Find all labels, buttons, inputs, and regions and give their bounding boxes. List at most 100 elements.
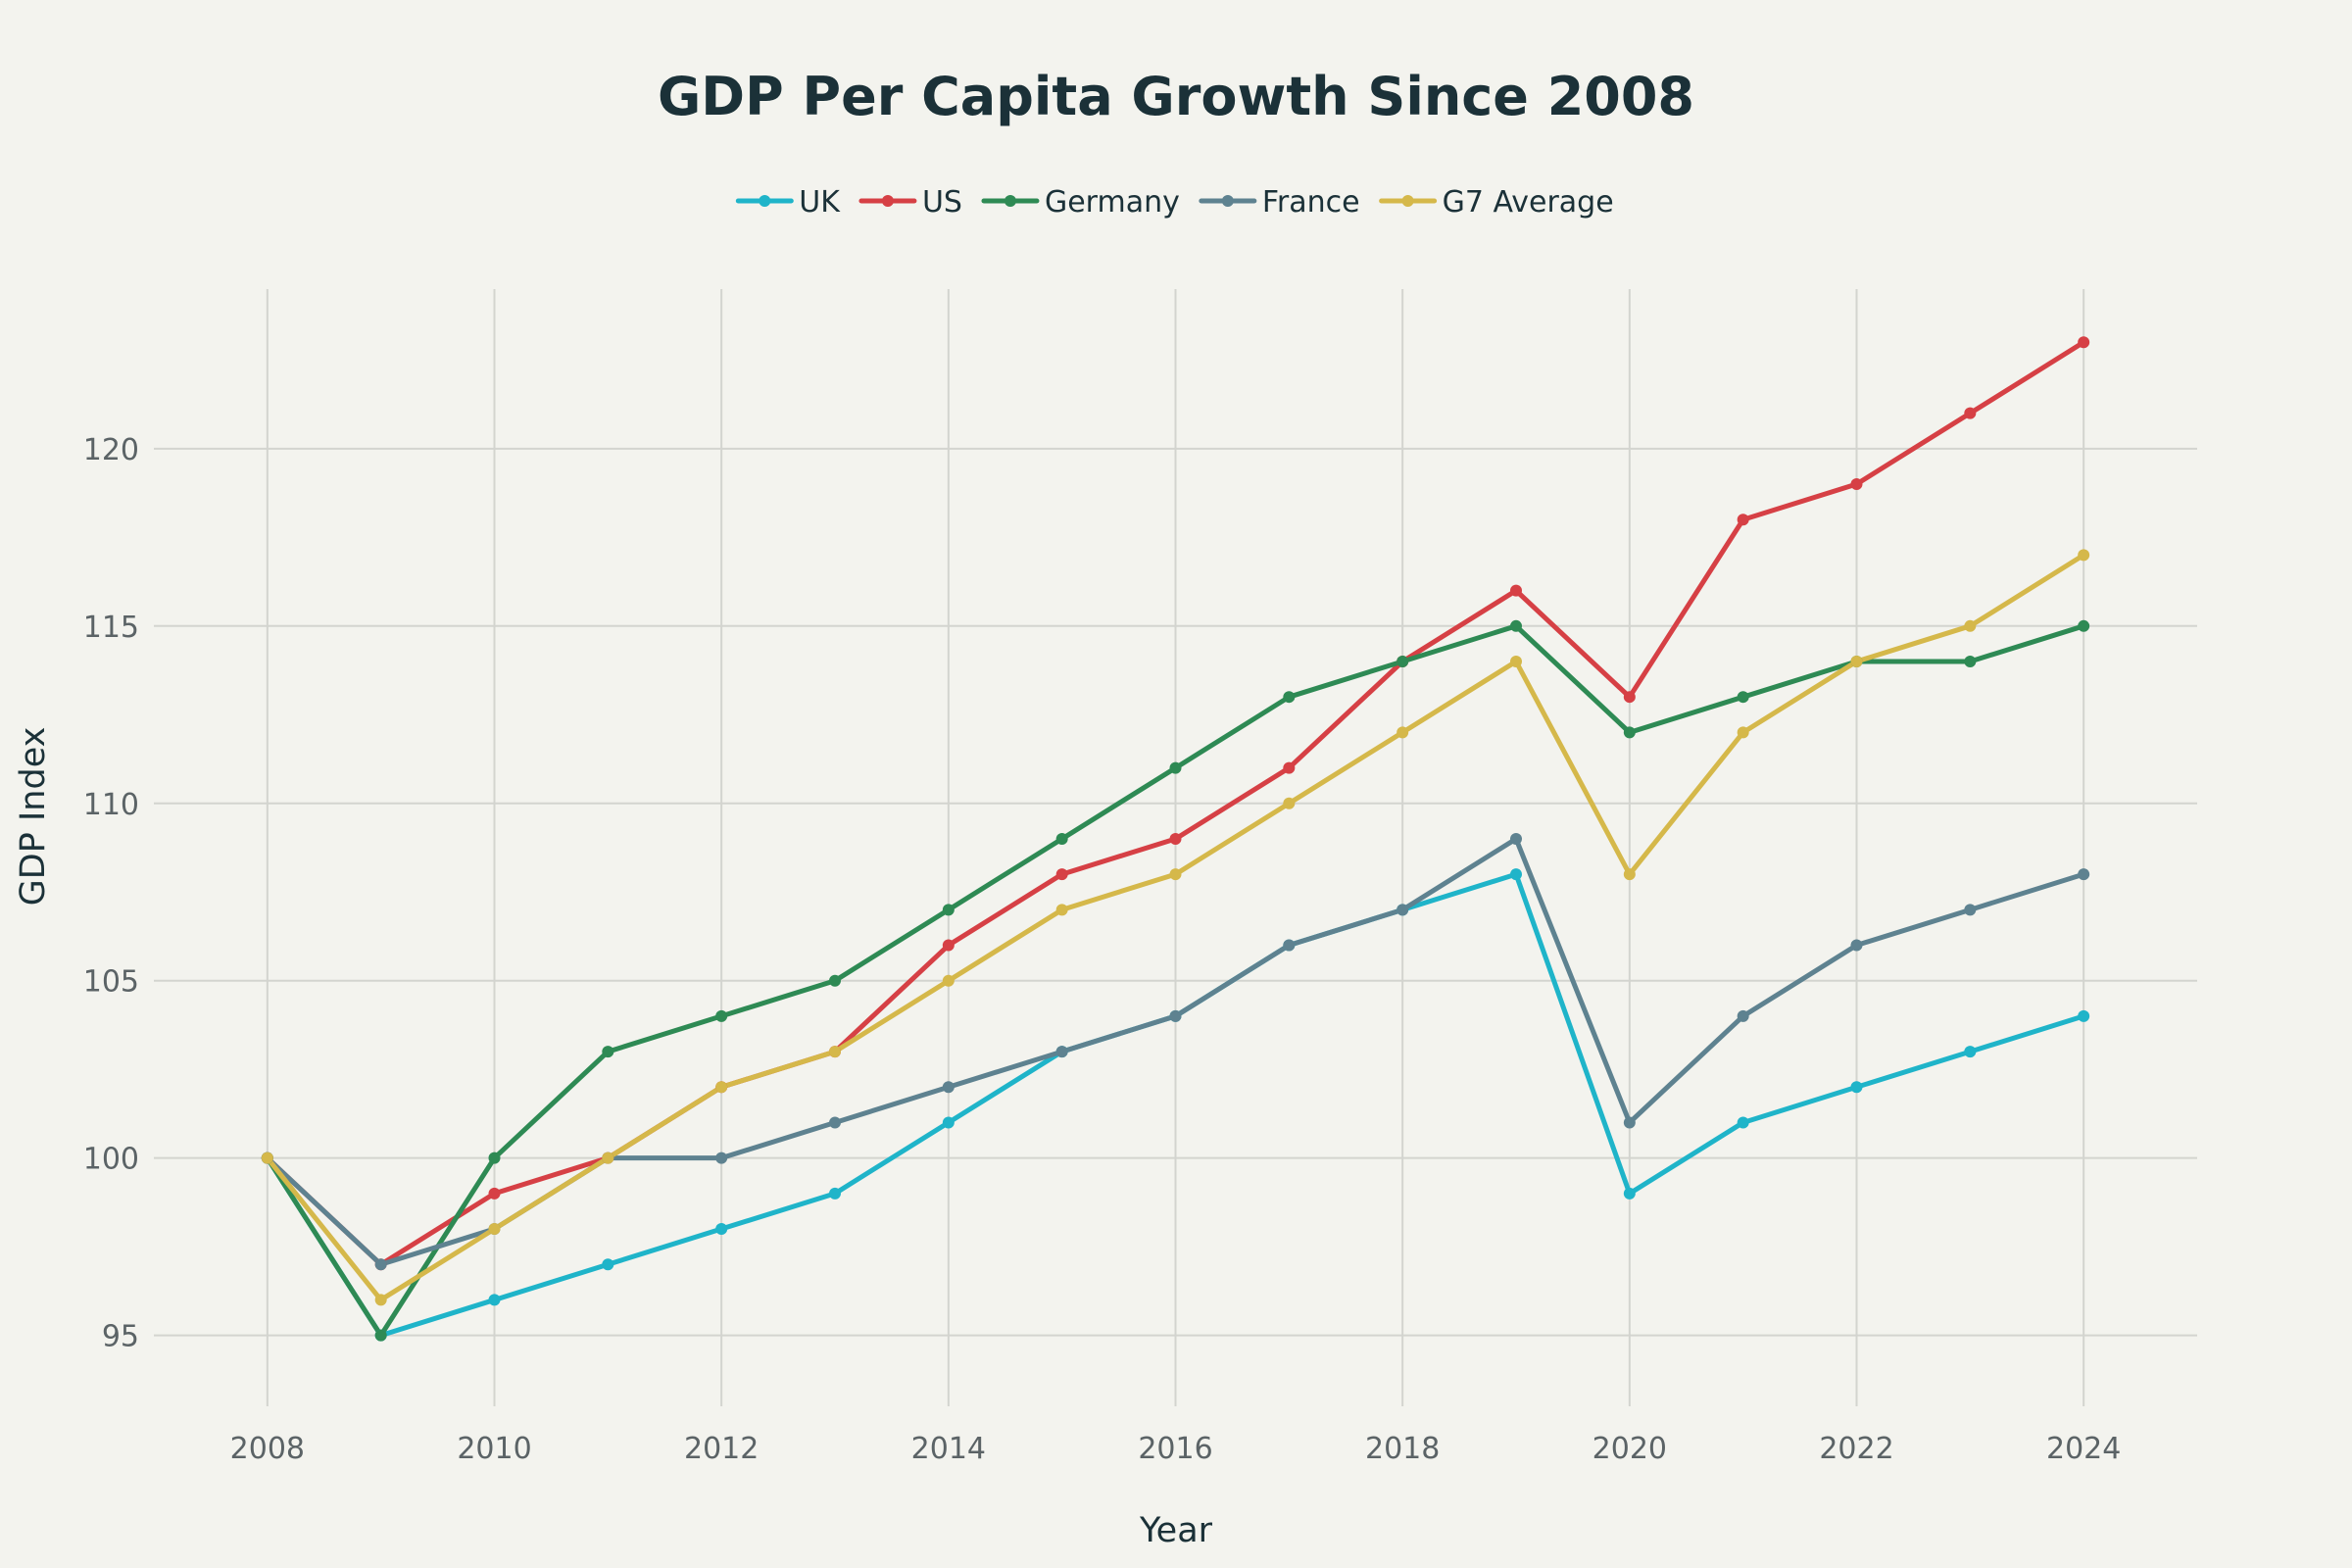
data-point-g7-average[interactable] — [1055, 904, 1068, 916]
data-point-uk[interactable] — [488, 1294, 501, 1306]
legend-item-uk[interactable]: UK — [735, 185, 841, 220]
x-tick-label: 2016 — [1138, 1432, 1212, 1466]
legend-label-germany: Germany — [1045, 185, 1180, 220]
legend-marker-france — [1221, 195, 1234, 207]
data-point-germany[interactable] — [602, 1046, 614, 1058]
data-point-france[interactable] — [1623, 1116, 1636, 1129]
x-tick-label: 2018 — [1365, 1432, 1440, 1466]
legend-marker-germany — [1004, 195, 1016, 207]
data-point-germany[interactable] — [488, 1152, 501, 1164]
x-axis-title: Year — [1139, 1511, 1213, 1550]
data-point-germany[interactable] — [1737, 691, 1749, 704]
x-tick-label: 2022 — [1819, 1432, 1893, 1466]
legend-item-us[interactable]: US — [858, 185, 962, 220]
legend-item-france[interactable]: France — [1199, 185, 1360, 220]
data-point-g7-average[interactable] — [1737, 726, 1749, 739]
y-axis-ticks: 95 100 105 110 115 120 — [83, 433, 139, 1354]
data-point-us[interactable] — [1964, 407, 1977, 419]
data-point-germany[interactable] — [2078, 619, 2090, 632]
legend-label-g7-average: G7 Average — [1443, 185, 1614, 220]
data-point-germany[interactable] — [1055, 832, 1068, 845]
data-point-france[interactable] — [2078, 868, 2090, 881]
data-point-france[interactable] — [1850, 939, 1863, 952]
legend-item-g7-average[interactable]: G7 Average — [1379, 185, 1614, 220]
legend-label-uk: UK — [799, 185, 841, 220]
x-tick-label: 2008 — [230, 1432, 305, 1466]
grid — [154, 289, 2197, 1406]
data-point-g7-average[interactable] — [1169, 868, 1182, 881]
data-point-germany[interactable] — [829, 974, 841, 987]
x-tick-label: 2012 — [684, 1432, 759, 1466]
data-point-us[interactable] — [1169, 832, 1182, 845]
data-point-uk[interactable] — [1510, 868, 1522, 881]
legend-marker-g7-average — [1401, 195, 1414, 207]
data-point-g7-average[interactable] — [1964, 619, 1977, 632]
data-point-g7-average[interactable] — [1396, 726, 1409, 739]
data-point-us[interactable] — [1055, 868, 1068, 881]
data-point-uk[interactable] — [1964, 1046, 1977, 1058]
data-point-france[interactable] — [1964, 904, 1977, 916]
data-point-germany[interactable] — [715, 1009, 728, 1022]
data-point-us[interactable] — [488, 1187, 501, 1200]
data-point-g7-average[interactable] — [715, 1081, 728, 1094]
data-point-uk[interactable] — [715, 1223, 728, 1236]
legend-item-germany[interactable]: Germany — [981, 185, 1180, 220]
data-point-germany[interactable] — [1623, 726, 1636, 739]
data-point-g7-average[interactable] — [2078, 549, 2090, 562]
data-point-g7-average[interactable] — [1850, 656, 1863, 667]
data-point-france[interactable] — [374, 1258, 387, 1271]
data-point-uk[interactable] — [1737, 1116, 1749, 1129]
data-point-germany[interactable] — [374, 1329, 387, 1342]
data-point-france[interactable] — [829, 1116, 841, 1129]
data-point-germany[interactable] — [1396, 656, 1409, 667]
data-point-g7-average[interactable] — [829, 1046, 841, 1058]
data-point-uk[interactable] — [2078, 1009, 2090, 1022]
x-tick-label: 2020 — [1592, 1432, 1667, 1466]
x-tick-label: 2014 — [911, 1432, 986, 1466]
legend-label-us: US — [922, 185, 962, 220]
data-point-uk[interactable] — [942, 1116, 955, 1129]
legend-marker-us — [881, 195, 894, 207]
x-axis-ticks: 2008 2010 2012 2014 2016 2018 2020 2022 2024 — [230, 1432, 2122, 1466]
data-point-germany[interactable] — [1510, 619, 1522, 632]
data-point-france[interactable] — [1055, 1046, 1068, 1058]
data-point-g7-average[interactable] — [942, 974, 955, 987]
data-point-us[interactable] — [1850, 478, 1863, 491]
data-point-france[interactable] — [942, 1081, 955, 1094]
data-point-g7-average[interactable] — [374, 1294, 387, 1306]
data-point-uk[interactable] — [1850, 1081, 1863, 1094]
data-point-germany[interactable] — [942, 904, 955, 916]
data-point-france[interactable] — [1169, 1009, 1182, 1022]
data-point-g7-average[interactable] — [602, 1152, 614, 1164]
data-point-france[interactable] — [1396, 904, 1409, 916]
data-point-germany[interactable] — [1964, 656, 1977, 667]
y-tick-label: 105 — [83, 965, 139, 1000]
y-tick-label: 110 — [83, 788, 139, 822]
data-point-us[interactable] — [1283, 761, 1296, 774]
data-point-us[interactable] — [942, 939, 955, 952]
data-point-us[interactable] — [1623, 691, 1636, 704]
data-point-g7-average[interactable] — [1510, 656, 1522, 667]
data-point-france[interactable] — [715, 1152, 728, 1164]
y-tick-label: 115 — [83, 611, 139, 645]
data-point-g7-average[interactable] — [1283, 797, 1296, 809]
data-point-us[interactable] — [2078, 336, 2090, 349]
data-point-germany[interactable] — [1169, 761, 1182, 774]
data-point-france[interactable] — [1283, 939, 1296, 952]
data-point-g7-average[interactable] — [1623, 868, 1636, 881]
data-point-uk[interactable] — [829, 1187, 841, 1200]
data-point-uk[interactable] — [1623, 1187, 1636, 1200]
chart-title: GDP Per Capita Growth Since 2008 — [658, 66, 1694, 127]
data-point-france[interactable] — [1737, 1009, 1749, 1022]
data-point-uk[interactable] — [602, 1258, 614, 1271]
y-tick-label: 95 — [102, 1320, 139, 1354]
data-point-germany[interactable] — [1283, 691, 1296, 704]
data-point-us[interactable] — [1737, 514, 1749, 526]
data-point-us[interactable] — [1510, 584, 1522, 597]
data-point-g7-average[interactable] — [261, 1152, 273, 1164]
data-point-g7-average[interactable] — [488, 1223, 501, 1236]
data-point-france[interactable] — [1510, 832, 1522, 845]
series-points — [261, 336, 2090, 1342]
